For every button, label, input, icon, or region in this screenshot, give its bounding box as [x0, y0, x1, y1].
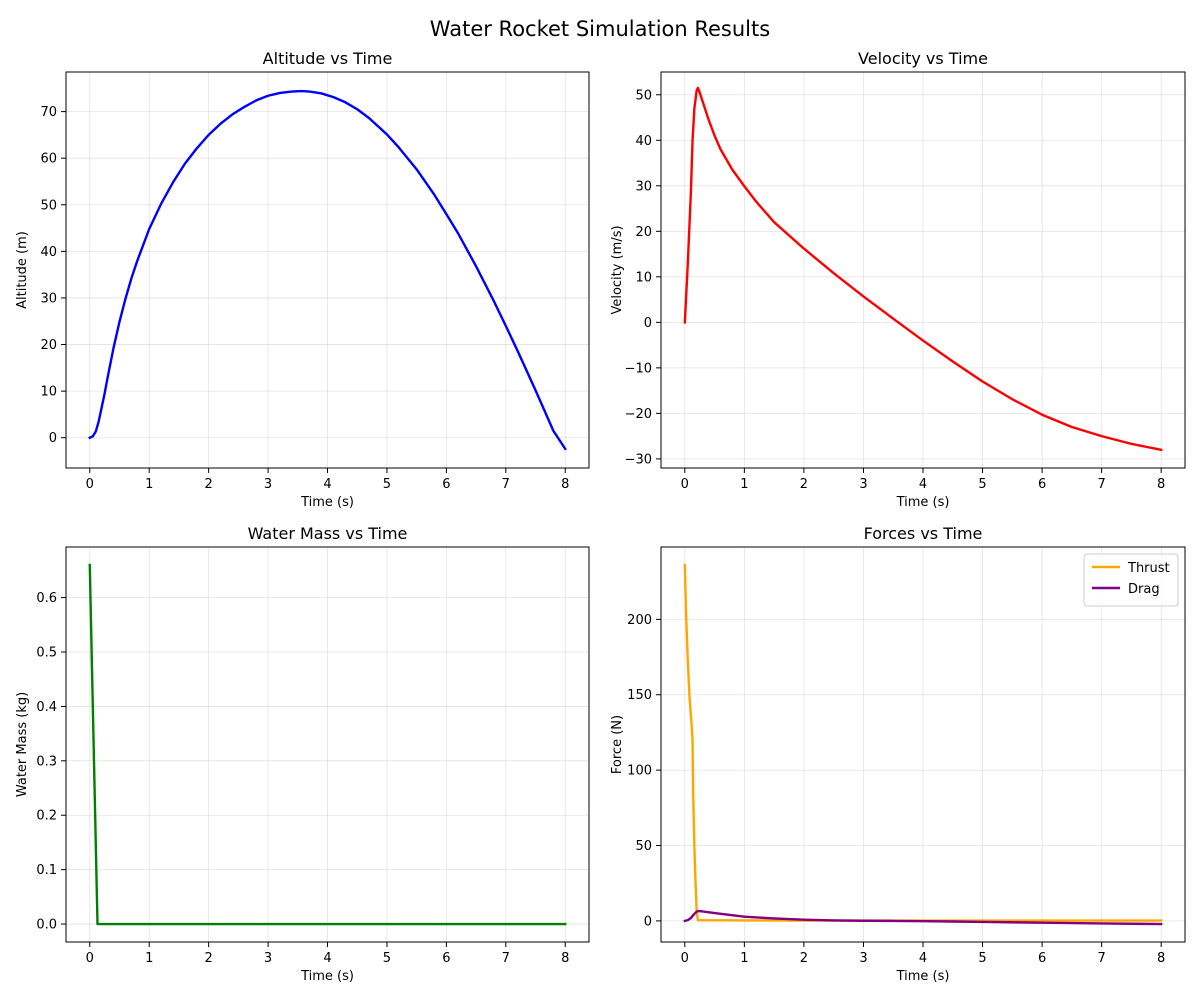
x-tick-label: 6 [442, 477, 450, 492]
x-tick-label: 8 [561, 477, 569, 492]
subplot-velocity: 0 1 2 3 4 5 6 7 8 −30 −20 −10 0 10 20 30 40 50 Velocity vs… [610, 49, 1186, 510]
x-tick-label: 2 [800, 477, 808, 492]
x-axis-label: Time (s) [896, 495, 950, 510]
x-tick-label: 4 [323, 477, 331, 492]
legend-label-thrust: Thrust [1127, 561, 1170, 576]
x-tick-label: 4 [919, 951, 927, 966]
x-axis-label: Time (s) [896, 969, 950, 984]
x-tick-label: 3 [859, 477, 867, 492]
y-tick-label: 30 [40, 291, 57, 306]
x-tick-label: 1 [145, 477, 153, 492]
y-tick-label: 30 [635, 179, 652, 194]
y-tick-label: 0.4 [36, 700, 57, 715]
x-tick-label: 0 [681, 477, 689, 492]
y-tick-label: 20 [635, 225, 652, 240]
x-tick-label: 1 [740, 951, 748, 966]
x-tick-label: 5 [383, 951, 391, 966]
y-tick-label: 10 [40, 385, 57, 400]
legend: Thrust Drag [1083, 553, 1179, 607]
subplot-title: Water Mass vs Time [248, 524, 408, 543]
subplot-title: Forces vs Time [864, 524, 983, 543]
series-line-water-mass [88, 563, 567, 926]
x-tick-label: 6 [1038, 477, 1046, 492]
x-tick-label: 7 [502, 951, 510, 966]
y-tick-label: 40 [635, 134, 652, 149]
x-tick-label: 8 [1157, 477, 1165, 492]
y-tick-label: 50 [40, 198, 57, 213]
y-axis-label: Altitude (m) [15, 231, 30, 309]
y-tick-label: 200 [627, 613, 652, 628]
y-tick-label: −10 [625, 361, 652, 376]
x-tick-label: 7 [1097, 951, 1105, 966]
x-tick-label: 5 [978, 477, 986, 492]
x-tick-label: 3 [264, 477, 272, 492]
x-tick-label: 8 [1157, 951, 1165, 966]
y-tick-label: 0.0 [36, 918, 57, 933]
x-axis-label: Time (s) [300, 969, 354, 984]
x-tick-label: 2 [800, 951, 808, 966]
x-tick-label: 7 [502, 477, 510, 492]
y-tick-label: 0 [644, 914, 652, 929]
y-tick-label: 0 [49, 431, 57, 446]
subplot-forces: 0 1 2 3 4 5 6 7 8 0 50 100 150 200 Forces vs Time Time … [610, 524, 1186, 984]
x-tick-label: 2 [204, 951, 212, 966]
figure-title: Water Rocket Simulation Results [430, 17, 770, 41]
x-tick-label: 6 [442, 951, 450, 966]
subplot-title: Altitude vs Time [263, 49, 393, 68]
x-tick-label: 0 [86, 477, 94, 492]
x-tick-label: 5 [383, 477, 391, 492]
y-tick-label: −30 [625, 452, 652, 467]
subplot-altitude: 0 1 2 3 4 5 6 7 8 0 10 20 30 40 50 60 70 Altitude vs Time… [15, 49, 590, 510]
subplot-title: Velocity vs Time [858, 49, 988, 68]
x-tick-label: 2 [204, 477, 212, 492]
y-axis-label: Velocity (m/s) [610, 225, 625, 314]
y-tick-label: 0 [644, 316, 652, 331]
y-tick-label: 40 [40, 245, 57, 260]
y-tick-label: 0.3 [36, 754, 57, 769]
y-tick-label: −20 [625, 407, 652, 422]
x-tick-label: 8 [561, 951, 569, 966]
subplot-water-mass: 0 1 2 3 4 5 6 7 8 0.0 0.1 0.2 0.3 0.4 0.5 0.6 Water Mass… [15, 524, 590, 984]
x-tick-label: 5 [978, 951, 986, 966]
x-tick-label: 0 [681, 951, 689, 966]
y-tick-label: 0.6 [36, 591, 57, 606]
x-tick-label: 7 [1097, 477, 1105, 492]
y-tick-label: 50 [635, 88, 652, 103]
y-tick-label: 50 [635, 839, 652, 854]
y-tick-label: 60 [40, 152, 57, 167]
y-tick-label: 0.5 [36, 646, 57, 661]
y-tick-label: 10 [635, 270, 652, 285]
x-tick-label: 0 [86, 951, 94, 966]
y-tick-label: 0.2 [36, 809, 57, 824]
y-tick-label: 100 [627, 764, 652, 779]
y-tick-label: 0.1 [36, 863, 57, 878]
y-axis-label: Water Mass (kg) [15, 692, 30, 797]
x-tick-label: 1 [740, 477, 748, 492]
y-tick-label: 20 [40, 338, 57, 353]
y-axis-label: Force (N) [610, 715, 625, 774]
y-tick-label: 150 [627, 688, 652, 703]
series-line-velocity [683, 86, 1163, 452]
legend-label-drag: Drag [1128, 582, 1160, 597]
x-tick-label: 6 [1038, 951, 1046, 966]
x-axis-label: Time (s) [300, 495, 354, 510]
x-tick-label: 3 [859, 951, 867, 966]
series-line-altitude [88, 89, 567, 451]
x-tick-label: 3 [264, 951, 272, 966]
x-tick-label: 4 [919, 477, 927, 492]
x-tick-label: 1 [145, 951, 153, 966]
y-tick-label: 70 [40, 105, 57, 120]
series-line-drag [683, 909, 1163, 926]
x-tick-label: 4 [323, 951, 331, 966]
